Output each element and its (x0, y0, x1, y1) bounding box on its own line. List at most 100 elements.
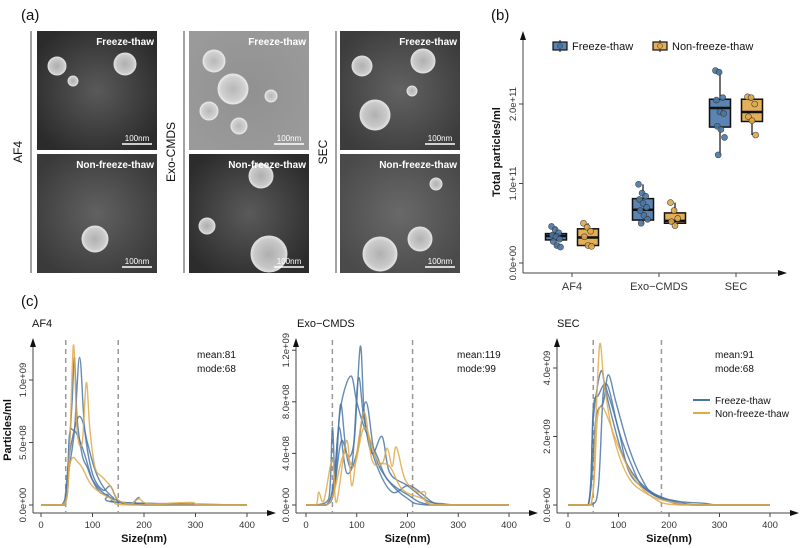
size-distribution-plot: Exo−CMDS 0 100 200 300 400 0.0e+00 4.0e+08 8.0e+… (281, 318, 538, 545)
micrograph-haze (37, 154, 157, 273)
legend-label: Freeze-thaw (715, 396, 771, 407)
y-axis-arrow (293, 338, 299, 347)
vesicle (248, 163, 274, 189)
y-axis-arrow (520, 31, 526, 40)
vesicle (410, 48, 436, 74)
micrograph: Freeze-thaw 100nm (340, 31, 460, 150)
vesicle (113, 52, 137, 76)
column-label: SEC (316, 139, 330, 164)
panel-a-micrographs: AF4 Freeze-thaw 100nm Non-freeze-thaw 100nm E… (11, 31, 460, 273)
plot-title: AF4 (32, 318, 52, 330)
column-label: Exo-CMDS (164, 122, 178, 182)
vesicle (198, 217, 216, 235)
y-axis-arrow (554, 338, 560, 347)
size-distribution-plot: AF4 0 100 200 300 400 0.0e+00 5.0e+08 1.0e+09 Siz… (2, 318, 276, 545)
distribution-curve (41, 456, 247, 506)
data-point (581, 233, 588, 241)
micrograph-haze (37, 31, 157, 150)
data-point (752, 131, 759, 139)
x-tick-label: 300 (450, 520, 466, 531)
scale-bar-label: 100nm (277, 257, 302, 266)
x-axis-title: Size(nm) (646, 533, 692, 545)
vesicle (202, 49, 226, 73)
distribution-curve (306, 345, 509, 506)
data-point (587, 227, 595, 235)
vesicle (67, 75, 79, 87)
condition-label: Non-freeze-thaw (76, 160, 154, 171)
y-tick-label: 4.0e+09 (542, 351, 553, 386)
vesicle (199, 101, 219, 121)
x-tick-label: SEC (725, 281, 748, 293)
y-axis-title: Total particles/ml (491, 107, 503, 197)
distribution-curve (306, 401, 509, 506)
box (631, 180, 655, 227)
y-tick-label: 0.0e+00 (542, 488, 553, 523)
micrograph: Freeze-thaw 100nm (189, 31, 309, 150)
panel-label-c: (c) (21, 293, 39, 310)
x-tick-label: 400 (762, 520, 778, 531)
scale-bar-label: 100nm (277, 134, 302, 143)
box (740, 93, 764, 139)
vesicle (406, 85, 418, 97)
distribution-curve (41, 427, 248, 506)
condition-label: Non-freeze-thaw (379, 160, 457, 171)
panel-c-size-distributions: AF4 0 100 200 300 400 0.0e+00 5.0e+08 1.0e+09 Siz… (2, 318, 799, 545)
condition-label: Freeze-thaw (399, 37, 457, 48)
y-tick-label: 4.0e+08 (281, 436, 292, 471)
condition-label: Freeze-thaw (96, 37, 154, 48)
vesicle (362, 236, 398, 272)
panel-b-boxplot: 0.0e+00 1.0e+11 2.0e+11 Total particles/ml A… (491, 31, 787, 293)
data-point (643, 204, 650, 211)
data-point (715, 68, 723, 76)
data-point (637, 219, 645, 227)
size-distribution-plot: SEC 0 100 200 300 400 0.0e+00 2.0e+09 4.0e+09 Siz… (542, 318, 799, 545)
y-tick-label: 0.0e+00 (508, 246, 519, 281)
data-point (747, 94, 755, 101)
stat-annotation: mean:91 (715, 350, 754, 361)
y-tick-label: 5.0e+08 (18, 425, 29, 460)
micrograph: Non-freeze-thaw 100nm (340, 154, 460, 273)
y-tick-label: 1.0e+11 (508, 167, 519, 201)
vesicle (351, 55, 373, 77)
condition-label: Non-freeze-thaw (228, 160, 306, 171)
micrograph-haze (340, 31, 460, 150)
legend-point (557, 43, 563, 49)
x-tick-label: 100 (349, 520, 365, 531)
vesicle (429, 177, 443, 191)
box (576, 219, 600, 250)
plot-title: Exo−CMDS (297, 318, 355, 330)
data-point (670, 207, 678, 214)
data-point (674, 215, 682, 222)
data-point (719, 94, 727, 101)
x-axis-title: Size(nm) (121, 533, 167, 545)
legend-label: Non-freeze-thaw (715, 409, 790, 420)
y-tick-label: 2.0e+09 (542, 419, 553, 454)
vesicle (230, 117, 248, 135)
x-tick-label: 200 (661, 520, 677, 531)
x-tick-label: 0 (303, 520, 308, 531)
legend-label: Non-freeze-thaw (672, 41, 753, 53)
data-point (557, 243, 564, 251)
y-tick-label: 8.0e+08 (281, 384, 292, 419)
vesicle (250, 235, 288, 273)
panel-label-b: (b) (491, 7, 509, 24)
x-tick-label: 300 (188, 520, 204, 531)
distribution-curve (568, 406, 770, 506)
x-axis-arrow (529, 510, 538, 516)
vesicle (47, 56, 67, 76)
legend: Freeze-thaw Non-freeze-thaw (693, 396, 790, 420)
distribution-curve (306, 411, 509, 506)
stat-annotation: mode:68 (197, 364, 236, 375)
x-tick-label: 100 (85, 520, 101, 531)
data-point (667, 199, 674, 206)
vesicle (81, 225, 109, 253)
vesicle (407, 226, 433, 252)
x-tick-label: 300 (712, 520, 728, 531)
x-tick-label: 100 (611, 520, 627, 531)
data-point (713, 96, 720, 104)
scale-bar-label: 100nm (428, 257, 453, 266)
y-axis-arrow (30, 338, 36, 347)
data-point (635, 180, 642, 188)
data-point (644, 215, 651, 223)
